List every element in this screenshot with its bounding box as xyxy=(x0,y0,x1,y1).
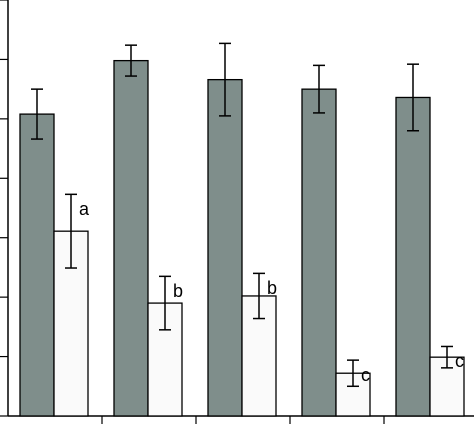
bar xyxy=(19,113,55,417)
error-bar xyxy=(159,275,171,331)
annotation: b xyxy=(267,278,277,298)
error-bar xyxy=(65,193,77,269)
bar xyxy=(301,88,337,417)
annotation: a xyxy=(79,199,90,219)
annotation: b xyxy=(173,281,183,301)
error-bar xyxy=(253,272,265,320)
bar xyxy=(207,78,243,417)
error-bar xyxy=(313,64,325,114)
x-tick-marks xyxy=(101,416,385,424)
error-bar xyxy=(347,359,359,388)
error-bar xyxy=(441,345,453,369)
annotation: c xyxy=(455,351,464,371)
error-bar xyxy=(125,44,137,77)
error-bar xyxy=(31,88,43,140)
error-bar xyxy=(407,63,419,132)
annotation: c xyxy=(361,365,370,385)
error-bar xyxy=(219,42,231,117)
bar xyxy=(395,96,431,417)
bar xyxy=(113,59,149,417)
